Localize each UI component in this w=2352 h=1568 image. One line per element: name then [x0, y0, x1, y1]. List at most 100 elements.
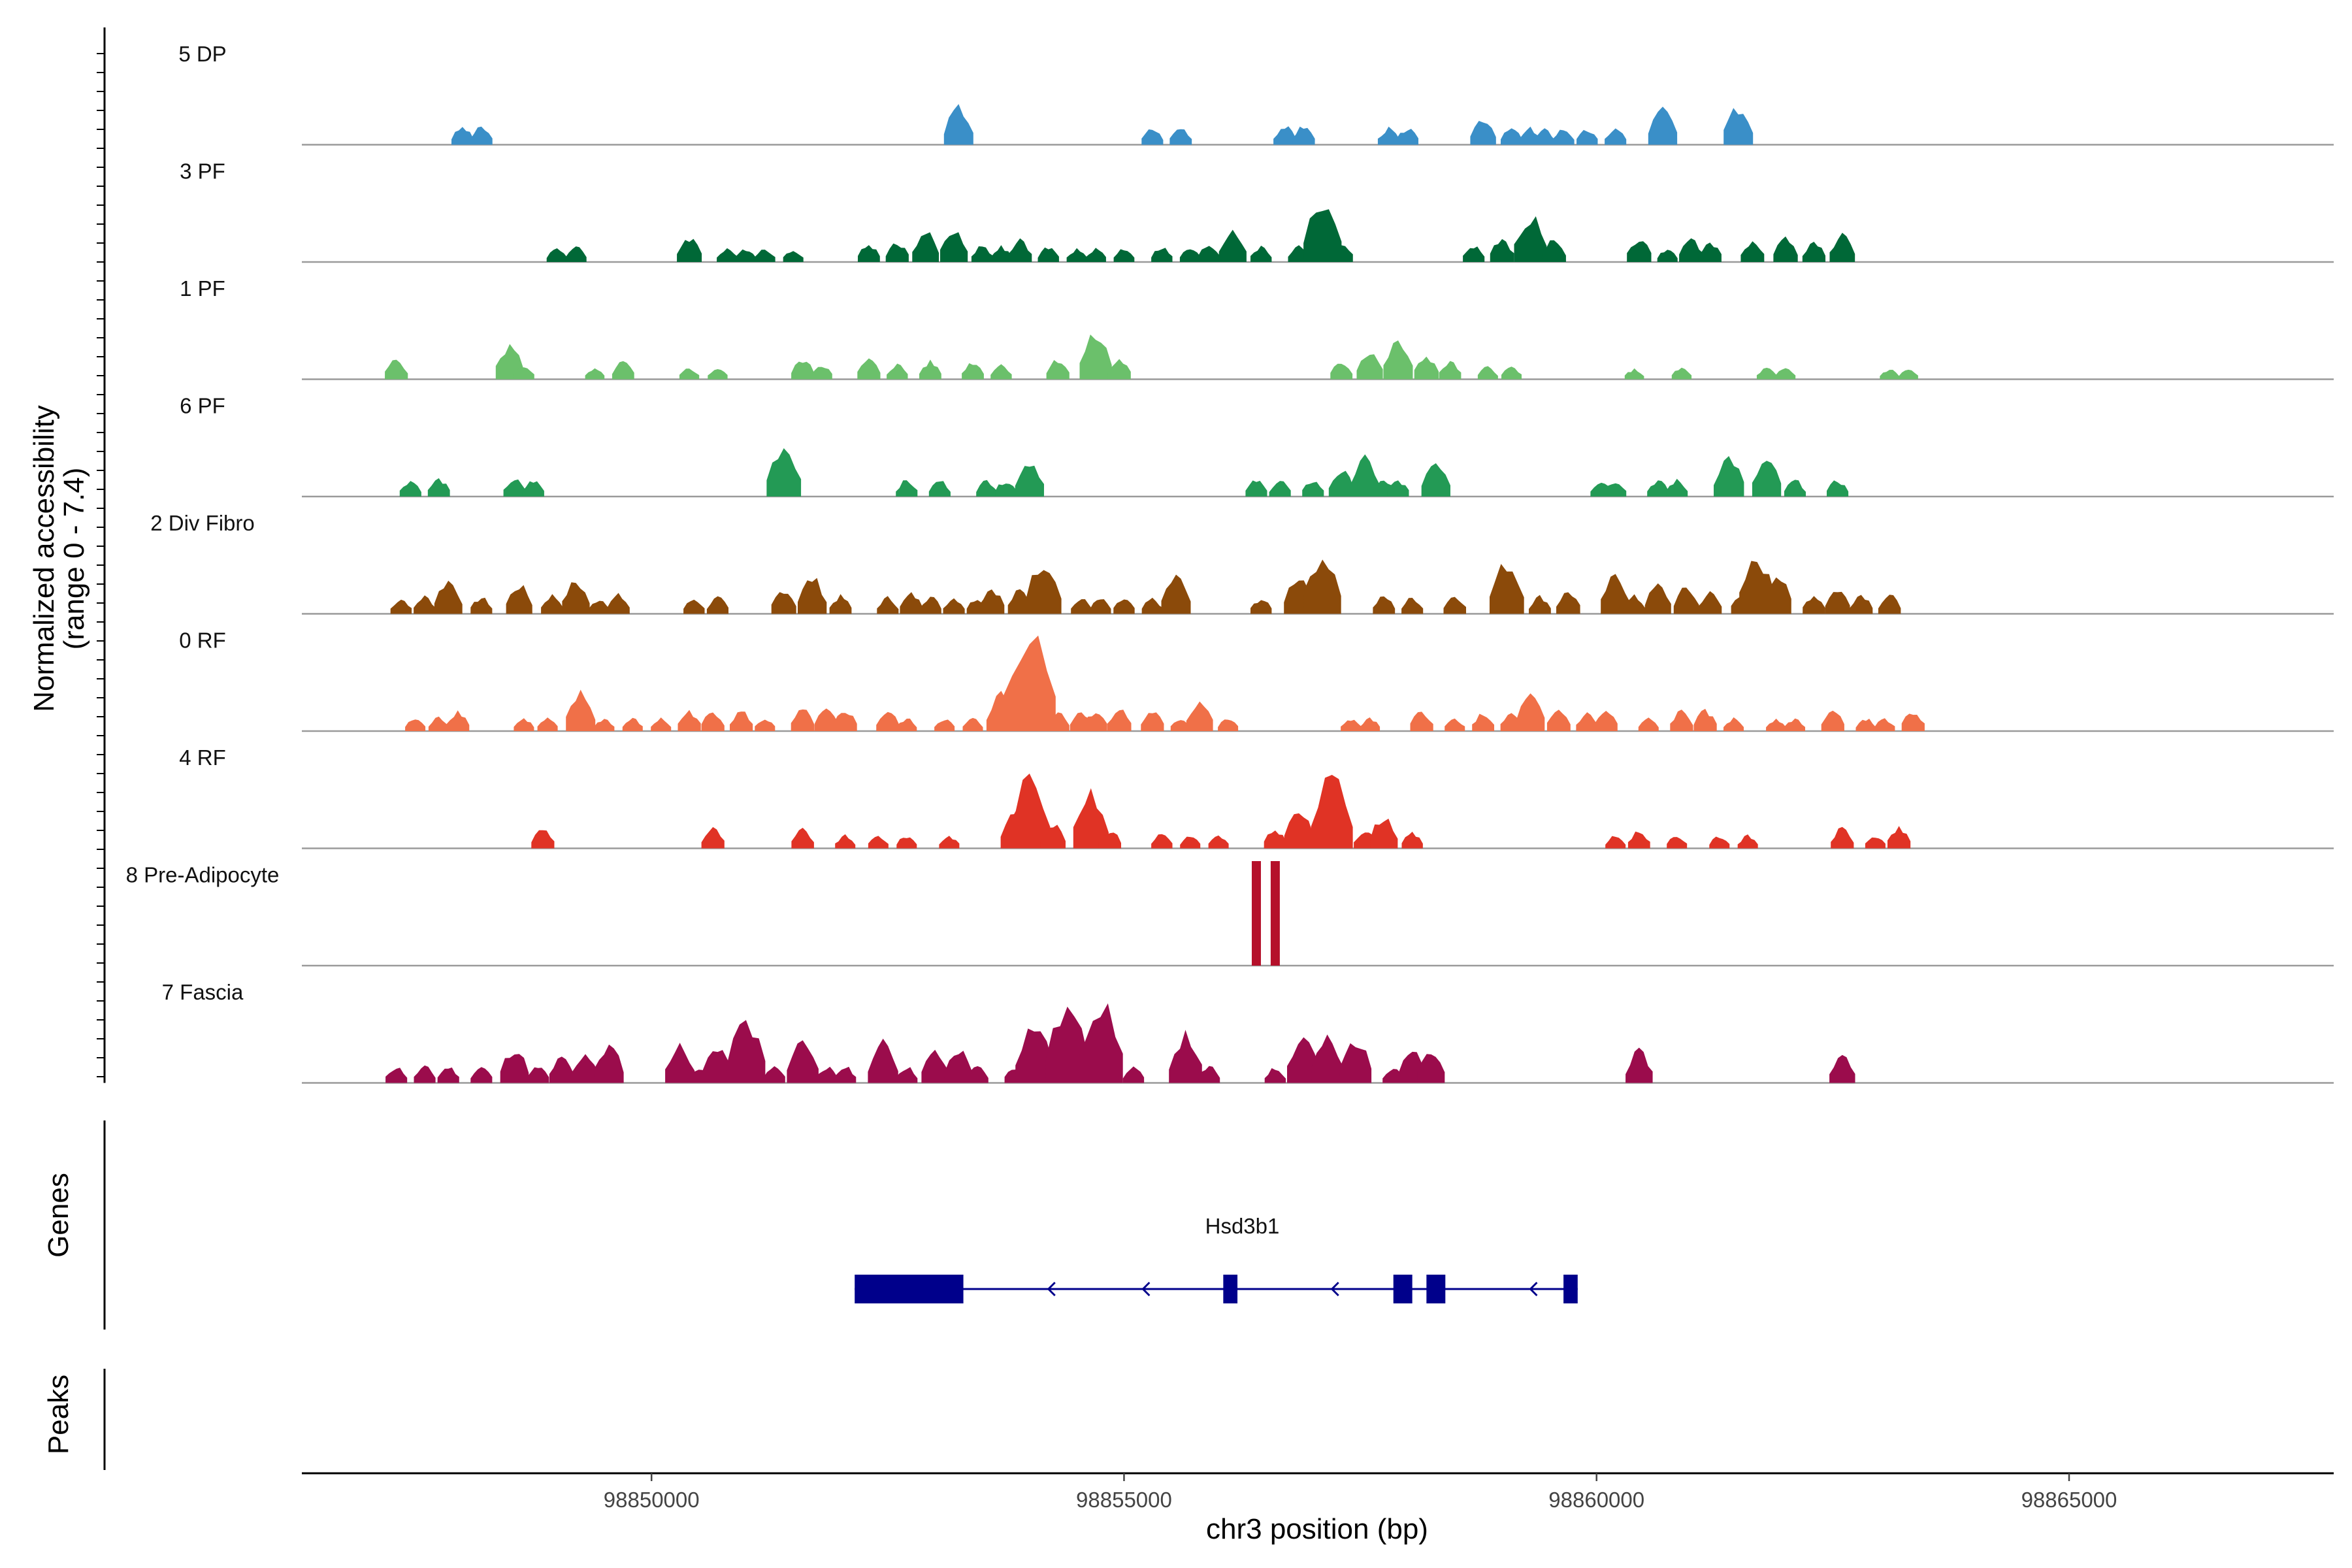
coverage-peak	[1085, 248, 1106, 262]
coverage-peak	[896, 480, 918, 497]
coverage-peak	[683, 599, 705, 614]
coverage-peak	[736, 249, 757, 262]
coverage-peak	[405, 719, 426, 731]
x-tick-label: 98855000	[1076, 1488, 1172, 1512]
coverage-peak	[1470, 121, 1496, 145]
coverage-peak	[1829, 1054, 1855, 1083]
coverage-peak	[1040, 825, 1066, 849]
coverage-peak	[1330, 244, 1353, 262]
coverage-peak	[1516, 693, 1545, 731]
coverage-peak	[437, 1067, 459, 1083]
coverage-peak	[428, 716, 449, 731]
coverage-peak	[1679, 238, 1703, 262]
track-label: 3 PF	[180, 159, 225, 184]
coverage-peak	[1107, 710, 1132, 731]
coverage-peak	[1773, 236, 1798, 262]
coverage-peak	[990, 364, 1012, 380]
x-tick-label: 98865000	[2021, 1488, 2117, 1512]
coverage-peak	[1218, 229, 1247, 262]
coverage-peak	[1071, 599, 1092, 614]
coverage-peak	[1542, 240, 1566, 262]
coverage-peak	[503, 479, 526, 497]
coverage-peak	[1605, 836, 1626, 849]
gene-exon	[1426, 1275, 1446, 1303]
coverage-peak	[1179, 249, 1201, 262]
coverage-peak	[766, 448, 802, 497]
coverage-peak	[1878, 595, 1901, 614]
peaks-panel-label: Peaks	[42, 1375, 74, 1454]
coverage-peak	[1627, 241, 1652, 262]
coverage-peak	[1180, 836, 1201, 849]
coverage-peak	[979, 589, 1005, 614]
coverage-peak	[414, 595, 436, 614]
coverage-peak	[1218, 719, 1239, 731]
coverage-peak	[912, 232, 939, 262]
coverage-peak	[541, 594, 564, 614]
track-label: 2 Div Fibro	[150, 511, 255, 535]
coverage-peak	[1803, 596, 1825, 614]
coverage-peak	[1829, 233, 1855, 262]
coverage-peak	[1671, 367, 1692, 380]
coverage-peak	[607, 593, 630, 614]
coverage-peak	[1377, 126, 1400, 145]
coverage-peak	[1169, 129, 1192, 145]
coverage-peak	[1439, 361, 1462, 380]
coverage-peak	[1802, 242, 1826, 262]
coverage-peak	[1003, 635, 1056, 731]
coverage-peak	[1698, 242, 1722, 262]
coverage-peak	[1311, 1034, 1343, 1083]
coverage-peak	[1330, 363, 1353, 380]
coverage-peak	[1472, 713, 1495, 731]
y-axis-title: Normalized accessibility	[28, 405, 60, 711]
coverage-peak	[1766, 718, 1787, 731]
x-tick-label: 98860000	[1548, 1488, 1644, 1512]
coverage-peak	[1500, 128, 1523, 145]
x-tick-label: 98850000	[604, 1488, 700, 1512]
coverage-peak	[900, 592, 923, 614]
y-axis-range: (range 0 - 7.4)	[58, 468, 90, 650]
coverage-peak	[934, 719, 955, 731]
coverage-peak	[1084, 713, 1107, 731]
coverage-peak	[1693, 708, 1717, 731]
x-axis-title: chr3 position (bp)	[1206, 1513, 1428, 1545]
track-1-pf: 1 PF	[180, 276, 2334, 380]
coverage-peak	[1208, 835, 1229, 849]
coverage-peak	[1141, 129, 1164, 145]
coverage-peak	[943, 104, 973, 145]
coverage-peak	[791, 828, 814, 849]
coverage-peak	[589, 600, 610, 614]
coverage-peak	[755, 719, 776, 731]
coverage-peak	[594, 1044, 624, 1083]
strand-arrow	[1330, 1281, 1339, 1297]
coverage-peak	[385, 359, 408, 380]
coverage-peak	[1594, 711, 1618, 731]
coverage-peak	[1477, 366, 1498, 380]
coverage-peak	[1831, 826, 1854, 849]
coverage-peak	[1756, 367, 1777, 380]
coverage-peak	[434, 580, 463, 614]
coverage-peak	[962, 717, 983, 731]
coverage-peak	[594, 719, 615, 731]
coverage-peak	[1339, 1043, 1372, 1083]
coverage-peak	[787, 1040, 819, 1083]
coverage-peak	[1552, 129, 1575, 145]
coverage-peak	[1250, 600, 1272, 614]
coverage-peak	[727, 1020, 766, 1083]
coverage-peak	[585, 368, 605, 380]
coverage-peak	[885, 243, 909, 262]
coverage-peak	[857, 358, 881, 380]
coverage-peak	[470, 126, 493, 145]
coverage-peak	[385, 1068, 408, 1083]
coverage-peak	[771, 592, 796, 614]
coverage-peak	[1647, 480, 1669, 497]
coverage-peak	[1015, 1028, 1053, 1083]
track-2-div-fibro: 2 Div Fibro	[150, 511, 2334, 615]
coverage-peak	[1264, 1068, 1286, 1083]
coverage-peak	[1709, 836, 1730, 849]
coverage-peak	[565, 246, 587, 262]
track-label: 0 RF	[179, 629, 226, 653]
coverage-peak	[1161, 574, 1191, 614]
coverage-peak	[833, 713, 857, 731]
coverage-peak	[1198, 246, 1220, 262]
